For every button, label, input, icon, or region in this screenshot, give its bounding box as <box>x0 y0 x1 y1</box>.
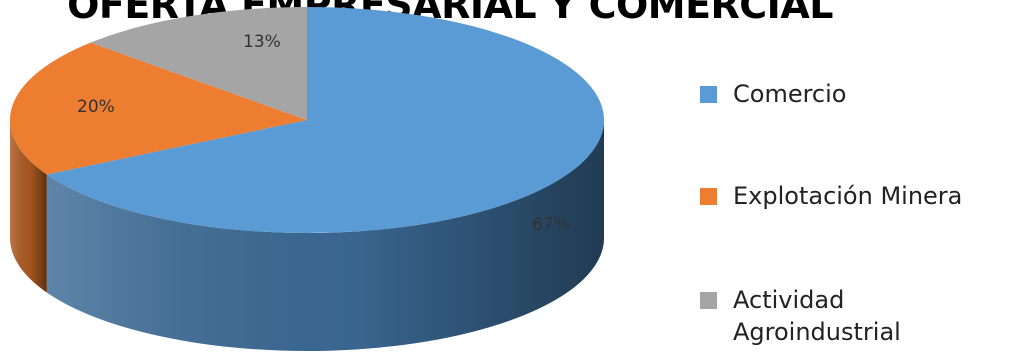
slice-value-label-explotacion-minera: 20% <box>77 97 115 117</box>
pie-slice-explotacion-minera <box>9 42 307 175</box>
slice-value-label-actividad-agroindustrial: 13% <box>243 32 281 52</box>
legend-swatch <box>700 86 717 103</box>
legend-item-actividad-agroindustrial: Actividad Agroindustrial <box>700 284 913 348</box>
slice-value-label-comercio: 67% <box>532 215 570 235</box>
pie-side-comercio-shade <box>46 120 604 351</box>
legend-item-explotacion-minera: Explotación Minera <box>700 180 1033 212</box>
pie-top-slices <box>9 7 604 234</box>
pie-slice-actividad-agroindustrial <box>90 7 308 120</box>
legend-label: Actividad Agroindustrial <box>733 286 901 346</box>
legend-label: Comercio <box>733 80 847 108</box>
legend-swatch <box>700 188 717 205</box>
pie-side-explotacion-minera-shade <box>10 120 47 293</box>
pie-side-walls <box>10 120 604 351</box>
legend-label: Explotación Minera <box>733 182 963 210</box>
legend-swatch <box>700 292 717 309</box>
pie-slice-comercio <box>46 7 604 234</box>
legend-item-comercio: Comercio <box>700 78 1033 110</box>
pie-value-labels: 67% 20% 13% <box>77 32 570 235</box>
